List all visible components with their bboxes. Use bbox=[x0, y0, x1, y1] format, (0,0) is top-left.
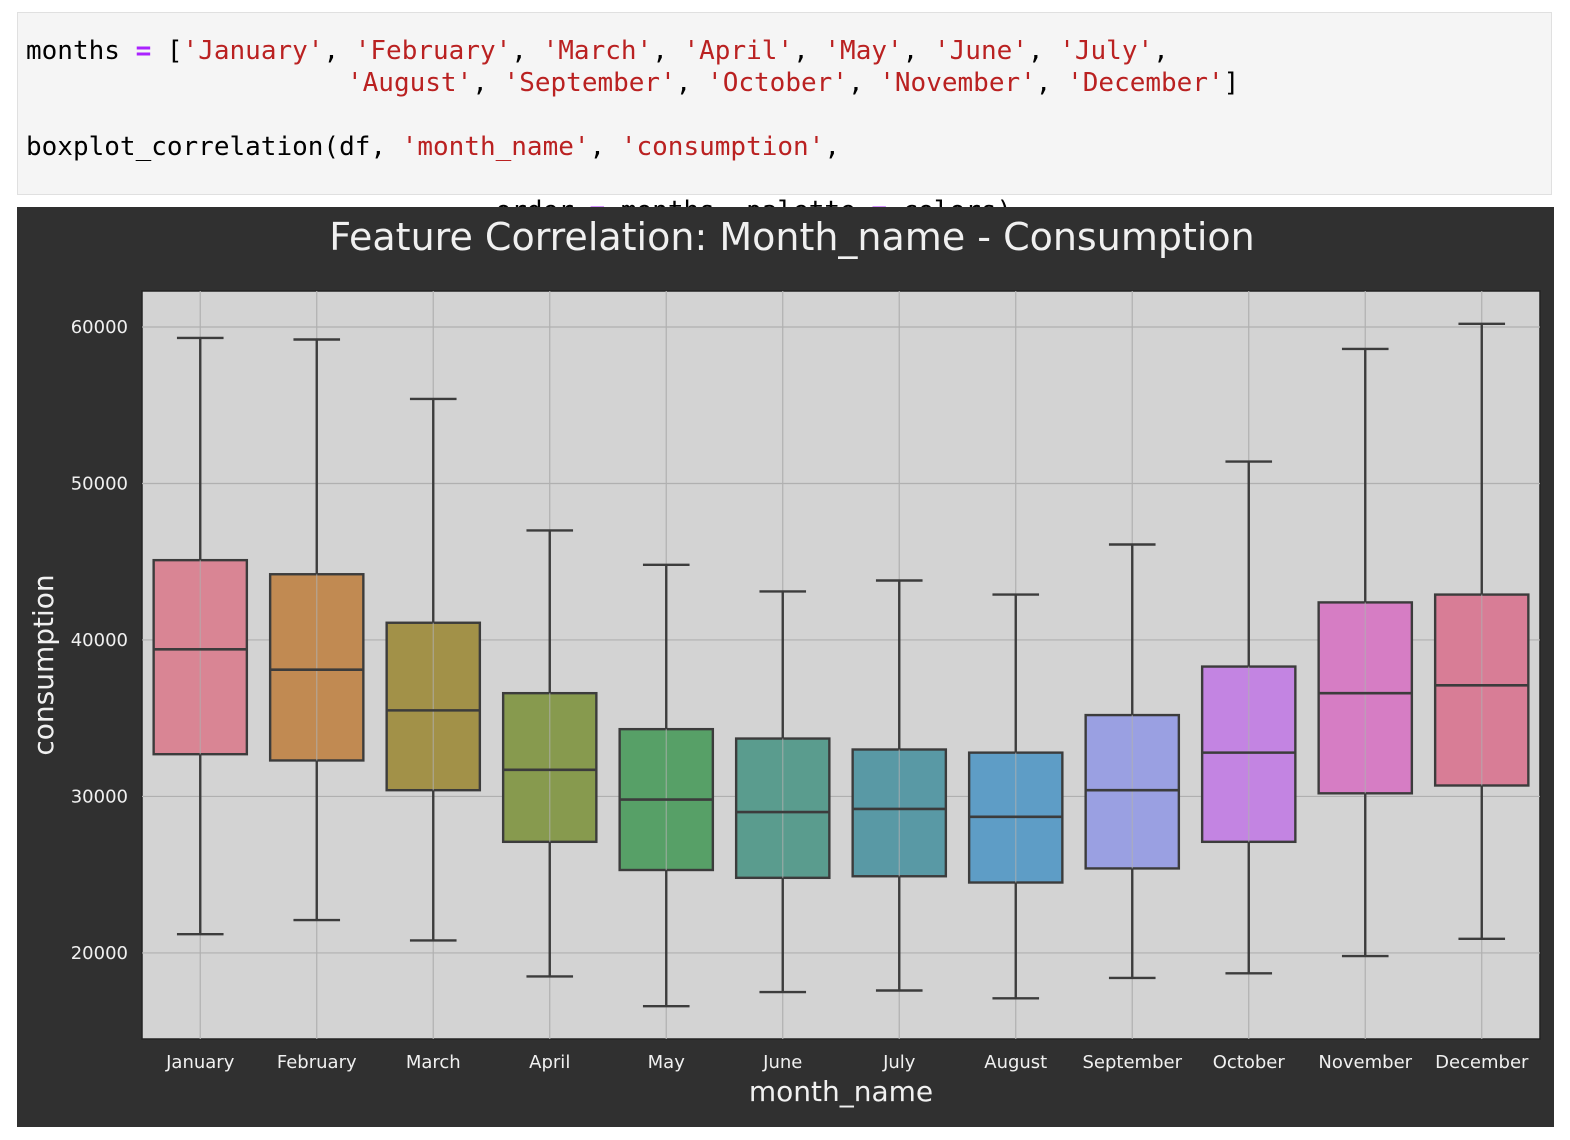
x-tick-label: June bbox=[762, 1052, 802, 1073]
x-tick-label: January bbox=[165, 1052, 235, 1073]
code-line: 'August', 'September', 'October', 'Novem… bbox=[347, 67, 1239, 99]
box-september bbox=[1084, 543, 1181, 980]
box-january bbox=[152, 336, 249, 936]
code-token: [ bbox=[151, 36, 183, 66]
chart-output: Feature Correlation: Month_name - Consum… bbox=[17, 207, 1554, 1127]
box-august bbox=[967, 593, 1064, 1000]
code-token: , bbox=[902, 36, 934, 66]
tick-layer: 20000 30000 40000 50000 60000 January February… bbox=[71, 317, 1529, 1073]
code-token: ] bbox=[1223, 68, 1240, 98]
code-token: , bbox=[824, 132, 840, 162]
x-tick-label: December bbox=[1435, 1052, 1529, 1073]
box-may bbox=[618, 563, 715, 1008]
code-token: , bbox=[847, 68, 880, 98]
box-november bbox=[1317, 347, 1414, 958]
code-token: , bbox=[472, 68, 504, 98]
x-tick-label: February bbox=[277, 1052, 357, 1073]
code-token: , bbox=[323, 36, 355, 66]
box-july bbox=[851, 579, 948, 992]
x-axis-label: month_name bbox=[749, 1075, 933, 1108]
box-march bbox=[385, 397, 482, 942]
code-token: months bbox=[26, 36, 136, 66]
code-string-token: 'November' bbox=[879, 68, 1036, 98]
x-tick-label: May bbox=[648, 1052, 686, 1073]
code-token: , bbox=[589, 132, 621, 162]
plot-area bbox=[141, 290, 1541, 1040]
code-cell[interactable]: months = ['January', 'February', 'March'… bbox=[17, 12, 1552, 226]
code-string-token: 'August' bbox=[347, 68, 473, 98]
y-tick-label: 30000 bbox=[71, 786, 128, 807]
code-string-token: 'January' bbox=[182, 36, 324, 66]
x-tick-label: September bbox=[1083, 1052, 1183, 1073]
code-string-token: 'March' bbox=[542, 36, 653, 66]
code-string-token: 'July' bbox=[1059, 36, 1154, 66]
x-tick-label: August bbox=[984, 1052, 1047, 1073]
boxplot-chart: Feature Correlation: Month_name - Consum… bbox=[27, 215, 1541, 1108]
code-string-token: 'consumption' bbox=[620, 132, 825, 162]
code-string-token: 'June' bbox=[933, 36, 1028, 66]
box-april bbox=[501, 529, 598, 978]
code-string-token: 'October' bbox=[707, 68, 848, 98]
code-token: boxplot_correlation(df, bbox=[26, 132, 402, 162]
box-february bbox=[268, 338, 365, 922]
code-token: , bbox=[652, 36, 684, 66]
code-token: , bbox=[793, 36, 825, 66]
box-december bbox=[1433, 322, 1530, 941]
code-token: , bbox=[511, 36, 543, 66]
code-string-token: 'September' bbox=[503, 68, 676, 98]
y-tick-label: 20000 bbox=[71, 943, 128, 964]
box-layer bbox=[152, 322, 1530, 1008]
chart-title: Feature Correlation: Month_name - Consum… bbox=[329, 215, 1255, 259]
y-axis-label: consumption bbox=[27, 574, 60, 755]
x-tick-label: July bbox=[882, 1052, 916, 1073]
box-october bbox=[1200, 460, 1297, 975]
box-june bbox=[734, 590, 831, 994]
x-tick-label: October bbox=[1213, 1052, 1286, 1073]
code-line: boxplot_correlation(df, 'month_name', 'c… bbox=[26, 131, 840, 163]
y-tick-label: 40000 bbox=[71, 630, 128, 651]
x-tick-label: April bbox=[529, 1052, 570, 1073]
code-string-token: 'February' bbox=[354, 36, 512, 66]
code-string-token: 'May' bbox=[824, 36, 903, 66]
x-tick-label: November bbox=[1318, 1052, 1412, 1073]
code-string-token: 'April' bbox=[683, 36, 794, 66]
y-tick-label: 60000 bbox=[71, 317, 128, 338]
code-operator-token: = bbox=[135, 36, 152, 66]
x-tick-label: March bbox=[406, 1052, 461, 1073]
code-token: , bbox=[675, 68, 708, 98]
code-string-token: 'month_name' bbox=[401, 132, 590, 162]
code-token: , bbox=[1035, 68, 1068, 98]
code-token: , bbox=[1027, 36, 1060, 66]
code-line: months = ['January', 'February', 'March'… bbox=[26, 35, 1169, 67]
code-token: , bbox=[1153, 36, 1169, 66]
y-tick-label: 50000 bbox=[71, 473, 128, 494]
code-string-token: 'December' bbox=[1067, 68, 1224, 98]
